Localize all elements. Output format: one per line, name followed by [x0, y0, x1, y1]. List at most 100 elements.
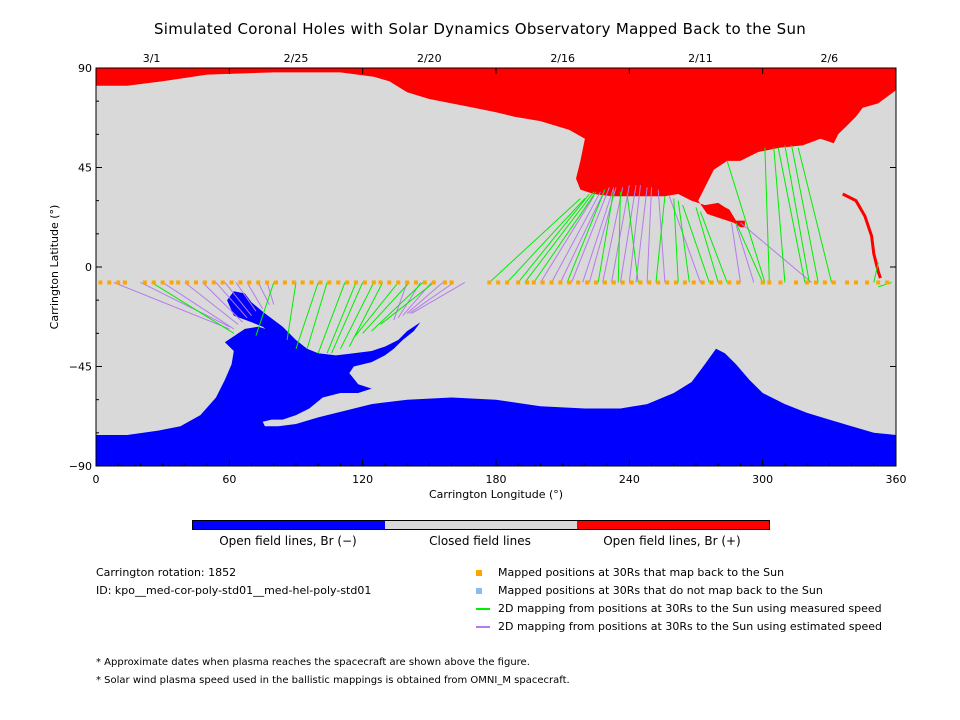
top-date-label-5: 2/6 [820, 52, 838, 65]
estimated-mapping-line-6 [224, 282, 252, 316]
measured-mapping-line-5 [317, 282, 346, 354]
measured-mapping-line-15 [506, 198, 586, 283]
estimated-mapping-line-8 [246, 282, 264, 310]
measured-mapping-line-3 [295, 282, 319, 349]
estimated-mapping-line-15 [409, 282, 455, 314]
mapped-position-43 [516, 280, 521, 285]
measured-mapping-line-31 [773, 147, 786, 283]
x-tick-label-0: 0 [93, 473, 100, 486]
y-tick-label-4: 90 [78, 62, 92, 75]
mapped-position-74 [814, 280, 818, 285]
mapped-position-67 [727, 280, 732, 285]
mapped-position-14 [229, 280, 234, 285]
x-axis-label: Carrington Longitude (°) [429, 488, 563, 501]
mapped-position-79 [865, 280, 870, 285]
red-filament-line [842, 192, 882, 279]
mapped-position-2 [116, 280, 121, 285]
mapped-position-75 [822, 280, 827, 285]
mapped-position-25 [327, 280, 332, 285]
mapped-position-64 [700, 280, 705, 285]
chart-title: Simulated Coronal Holes with Solar Dynam… [153, 20, 807, 38]
mapped-position-78 [854, 280, 858, 285]
mapped-position-72 [794, 280, 798, 285]
measured-mapping-line-33 [784, 145, 810, 283]
mapped-position-27 [345, 280, 350, 285]
measured-mapping-line-34 [791, 145, 819, 283]
measured-mapping-line-10 [353, 282, 399, 339]
mapped-position-0 [98, 280, 103, 285]
mapped-position-51 [585, 280, 590, 285]
colorbar-label-positive: Open field lines, Br (+) [603, 534, 741, 548]
chart-figure: 0 60 120 180 240 300 360 −90 −45 0 45 90 Carrington … [48, 52, 907, 501]
x-tick-label-1: 60 [222, 473, 236, 486]
measured-mapping-line-14 [488, 198, 581, 283]
mapped-position-62 [682, 280, 687, 285]
mapped-position-33 [396, 280, 401, 285]
estimated-speed-mappings [113, 185, 812, 330]
top-date-label-2: 2/20 [417, 52, 442, 65]
measured-mapping-line-2 [286, 282, 297, 341]
mapped-position-12 [211, 280, 216, 285]
mapped-position-28 [354, 280, 358, 285]
measured-mapping-line-1 [255, 282, 275, 336]
mapped-position-20 [282, 280, 287, 285]
mapped-position-56 [629, 280, 634, 285]
x-tick-label-3: 180 [486, 473, 507, 486]
estimated-mapping-line-0 [113, 282, 230, 330]
mapped-position-61 [674, 280, 678, 285]
mapped-position-45 [531, 280, 536, 285]
mapped-position-76 [831, 280, 836, 285]
mapped-positions [98, 280, 890, 285]
mapped-position-32 [387, 280, 392, 285]
mapped-position-18 [265, 280, 270, 285]
legend-label-mapped: Mapped positions at 30Rs that map back t… [498, 566, 785, 579]
measured-mapping-line-7 [331, 282, 364, 354]
mapped-position-66 [718, 280, 723, 285]
x-tick-label-5: 300 [752, 473, 773, 486]
mapped-position-60 [665, 280, 670, 285]
measured-mapping-line-29 [735, 222, 764, 283]
mapped-position-44 [525, 280, 530, 285]
measured-mapping-line-0 [151, 282, 235, 334]
x-tick-label-4: 240 [619, 473, 640, 486]
legend-swatch-measured [476, 608, 490, 610]
estimated-mapping-line-11 [393, 282, 408, 321]
mapped-position-10 [194, 280, 198, 285]
legend-label-not-mapped: Mapped positions at 30Rs that do not map… [498, 584, 823, 597]
estimated-mapping-line-5 [215, 282, 248, 319]
mapped-position-6 [160, 280, 165, 285]
mapped-position-22 [300, 280, 305, 285]
mapped-position-52 [594, 280, 598, 285]
mapped-position-21 [291, 280, 296, 285]
x-tick-label-2: 120 [352, 473, 373, 486]
estimated-mapping-line-7 [235, 282, 257, 312]
south-coronal-hole [96, 291, 896, 466]
mapped-position-48 [558, 280, 563, 285]
top-date-label-3: 2/16 [550, 52, 575, 65]
colorbar-segment-negative [193, 521, 385, 529]
measured-mapping-line-35 [797, 147, 833, 283]
footnote-speed: * Solar wind plasma speed used in the ba… [96, 675, 570, 686]
estimated-mapping-line-32 [735, 224, 755, 283]
mapped-position-16 [247, 280, 252, 285]
estimated-mapping-line-29 [657, 189, 666, 283]
model-id-label: ID: kpo__med-cor-poly-std01__med-hel-pol… [96, 584, 372, 597]
top-date-label-1: 2/25 [284, 52, 309, 65]
mapped-position-46 [540, 280, 545, 285]
measured-mapping-line-27 [695, 207, 719, 283]
estimated-mapping-line-26 [628, 185, 641, 283]
estimated-mapping-line-4 [202, 282, 244, 323]
measured-mapping-line-18 [533, 191, 597, 283]
mapped-position-77 [845, 280, 850, 285]
y-tick-label-2: 0 [85, 261, 92, 274]
legend-swatch-mapped [476, 570, 482, 576]
measured-mapping-line-26 [682, 204, 710, 283]
legend-label-estimated: 2D mapping from positions at 30Rs to the… [498, 620, 883, 633]
axes: 0 60 120 180 240 300 360 −90 −45 0 45 90 Carrington … [48, 52, 907, 501]
mapped-position-8 [176, 280, 181, 285]
mapped-position-34 [405, 280, 410, 285]
mapped-position-80 [876, 280, 881, 285]
measured-mapping-line-6 [326, 282, 357, 354]
mapped-position-69 [760, 280, 765, 285]
mapped-position-1 [107, 280, 112, 285]
